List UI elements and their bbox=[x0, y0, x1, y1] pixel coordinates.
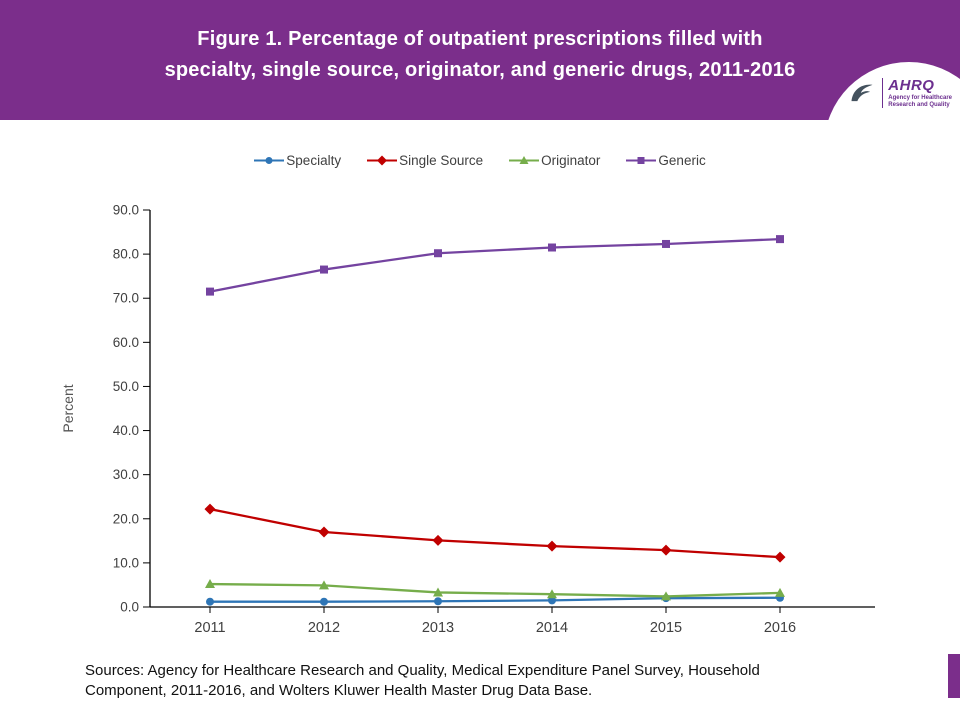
legend-label: Single Source bbox=[399, 153, 484, 168]
legend-item-specialty: Specialty bbox=[254, 153, 341, 168]
legend-item-generic: Generic bbox=[626, 153, 706, 168]
figure-title-line1: Figure 1. Percentage of outpatient presc… bbox=[197, 28, 763, 50]
square-marker-icon bbox=[662, 239, 670, 248]
legend-item-single-source: Single Source bbox=[367, 153, 483, 168]
diamond-marker-icon bbox=[204, 503, 216, 515]
y-axis-title: Percent bbox=[60, 384, 76, 432]
circle-marker-icon bbox=[434, 597, 442, 606]
legend-label: Originator bbox=[541, 153, 601, 168]
hhs-eagle-icon bbox=[851, 84, 873, 102]
triangle-marker-icon bbox=[519, 156, 529, 164]
circle-marker-icon bbox=[206, 597, 214, 606]
side-accent-tab bbox=[948, 654, 960, 698]
x-tick-label: 2014 bbox=[536, 620, 568, 636]
diamond-marker-icon bbox=[318, 526, 330, 538]
series-line-originator bbox=[209, 582, 781, 598]
square-marker-icon bbox=[637, 157, 645, 164]
logo-org-name: AHRQ bbox=[888, 77, 935, 94]
y-tick-label: 30.0 bbox=[113, 467, 139, 482]
series-line-specialty bbox=[210, 596, 781, 603]
y-tick-label: 50.0 bbox=[113, 379, 139, 394]
x-tick-label: 2013 bbox=[422, 620, 454, 636]
sources-line1: Sources: Agency for Healthcare Research … bbox=[85, 662, 760, 679]
square-marker-icon bbox=[776, 235, 784, 244]
logo-divider bbox=[882, 78, 884, 108]
legend-label: Specialty bbox=[286, 153, 342, 168]
triangle-marker-icon bbox=[775, 587, 785, 597]
legend-square-marker-icon bbox=[626, 157, 657, 164]
x-tick-label: 2015 bbox=[650, 620, 682, 636]
x-tick-label: 2011 bbox=[194, 620, 225, 636]
sources-line2: Component, 2011-2016, and Wolters Kluwer… bbox=[85, 681, 593, 699]
legend-item-originator: Originator bbox=[509, 153, 600, 168]
circle-marker-icon bbox=[548, 596, 556, 605]
legend-triangle-marker-icon bbox=[509, 156, 540, 164]
triangle-marker-icon bbox=[433, 587, 443, 597]
y-tick-label: 10.0 bbox=[113, 555, 139, 570]
x-tick-label: 2016 bbox=[764, 620, 796, 636]
x-tick-label: 2012 bbox=[308, 620, 340, 636]
figure-title-line2: specialty, single source, originator, an… bbox=[164, 59, 796, 81]
triangle-marker-icon bbox=[661, 591, 671, 601]
y-tick-label: 70.0 bbox=[113, 291, 139, 306]
diamond-marker-icon bbox=[377, 155, 388, 166]
square-marker-icon bbox=[320, 265, 328, 274]
logo-text: AHRQ Agency for Healthcare Research and … bbox=[888, 78, 952, 108]
triangle-marker-icon bbox=[319, 580, 329, 590]
diamond-marker-icon bbox=[660, 544, 672, 556]
square-marker-icon bbox=[206, 287, 214, 296]
legend-diamond-marker-icon bbox=[367, 155, 398, 166]
ahrq-logo: AHRQ Agency for Healthcare Research and … bbox=[847, 78, 952, 108]
legend-label: Generic bbox=[658, 153, 706, 168]
legend-circle-marker-icon bbox=[254, 157, 285, 164]
logo-tagline-line1: Agency for Healthcare bbox=[888, 94, 952, 101]
series-line-generic bbox=[209, 237, 781, 293]
y-tick-label: 90.0 bbox=[113, 203, 139, 218]
y-tick-label: 40.0 bbox=[113, 423, 139, 438]
diamond-marker-icon bbox=[546, 540, 558, 552]
diamond-marker-icon bbox=[774, 551, 786, 563]
triangle-marker-icon bbox=[205, 579, 215, 589]
y-tick-label: 80.0 bbox=[113, 247, 139, 262]
circle-marker-icon bbox=[320, 597, 328, 606]
square-marker-icon bbox=[548, 243, 556, 252]
header: Figure 1. Percentage of outpatient presc… bbox=[0, 0, 960, 120]
sources-note: Sources: Agency for Healthcare Research … bbox=[85, 661, 760, 700]
circle-marker-icon bbox=[265, 157, 273, 164]
square-marker-icon bbox=[434, 249, 442, 258]
figure-title: Figure 1. Percentage of outpatient presc… bbox=[45, 0, 915, 86]
y-tick-label: 0.0 bbox=[120, 600, 139, 615]
triangle-marker-icon bbox=[547, 589, 557, 599]
diamond-marker-icon bbox=[432, 534, 444, 546]
y-tick-label: 20.0 bbox=[113, 511, 139, 526]
series-line-single-source bbox=[209, 507, 781, 559]
y-tick-label: 60.0 bbox=[113, 335, 139, 350]
legend: Specialty Single Source Originator Generic bbox=[0, 153, 960, 168]
line-chart: 0.0 10.0 20.0 30.0 40.0 50.0 60.0 70.0 80.0 90.0 2… bbox=[60, 203, 875, 636]
logo-tagline-line2: Research and Quality bbox=[888, 102, 950, 108]
